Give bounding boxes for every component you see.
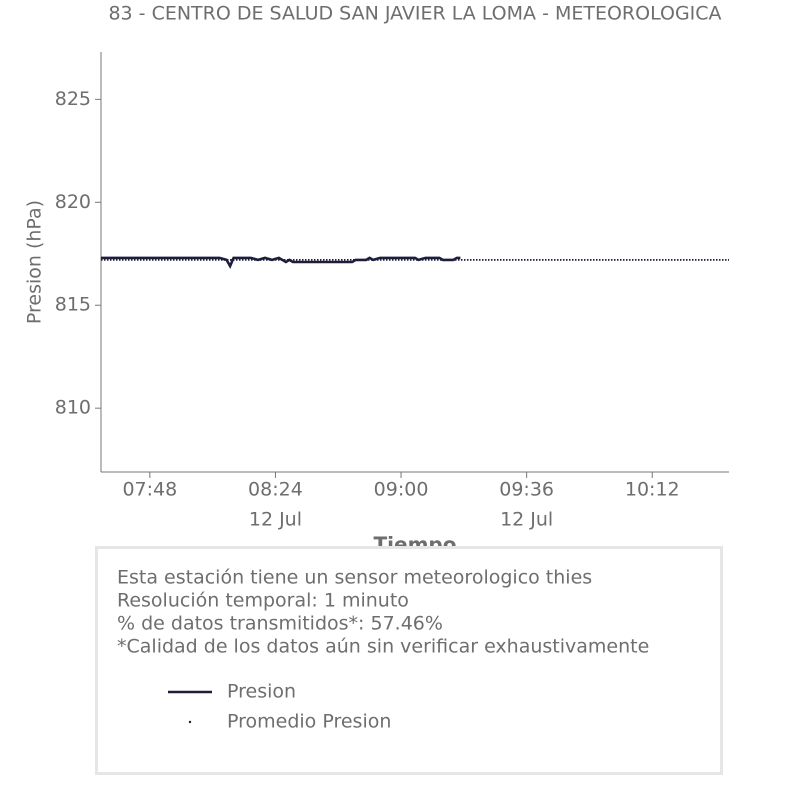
y-tick-label: 815 bbox=[55, 294, 91, 316]
info-text: Esta estación tiene un sensor meteorolog… bbox=[117, 567, 592, 589]
y-tick-label: 825 bbox=[55, 88, 91, 110]
y-tick-label: 810 bbox=[55, 397, 91, 419]
info-box bbox=[95, 546, 723, 775]
x-tick-sublabel: 12 Jul bbox=[500, 509, 553, 531]
y-tick-label: 820 bbox=[55, 191, 91, 213]
x-tick-label: 09:00 bbox=[374, 479, 429, 501]
x-tick-label: 09:36 bbox=[499, 479, 554, 501]
legend-label: Presion bbox=[227, 681, 296, 703]
legend-label: Promedio Presion bbox=[227, 711, 391, 733]
y-axis-label: Presion (hPa) bbox=[24, 200, 46, 324]
info-text: % de datos transmitidos*: 57.46% bbox=[117, 613, 443, 635]
info-text: *Calidad de los datos aún sin verificar … bbox=[117, 636, 649, 658]
x-tick-label: 08:24 bbox=[248, 479, 303, 501]
chart-title: 83 - CENTRO DE SALUD SAN JAVIER LA LOMA … bbox=[108, 3, 721, 25]
info-text: Resolución temporal: 1 minuto bbox=[117, 590, 409, 612]
data-line bbox=[101, 256, 461, 270]
x-tick-label: 10:12 bbox=[625, 479, 680, 501]
legend-marker bbox=[188, 720, 192, 724]
x-tick-sublabel: 12 Jul bbox=[249, 509, 302, 531]
x-tick-label: 07:48 bbox=[122, 479, 177, 501]
